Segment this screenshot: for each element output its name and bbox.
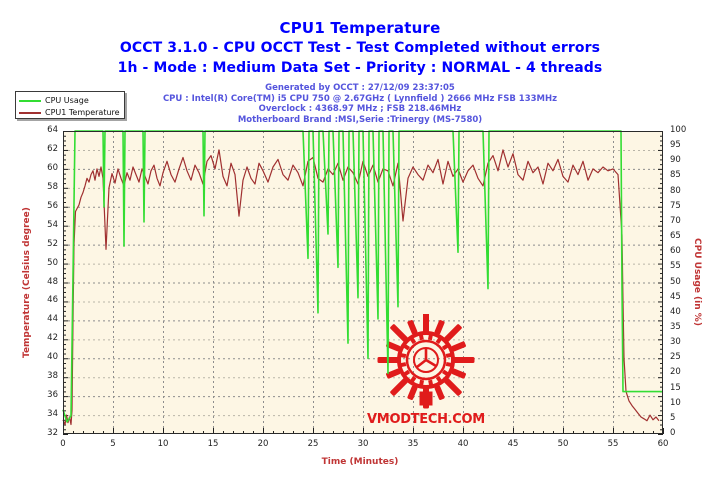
generated-timestamp: Generated by OCCT : 27/12/09 23:37:05 (265, 83, 455, 93)
x-tick-label: 5 (110, 439, 116, 449)
page-title: CPU1 Temperature (279, 19, 441, 37)
y-tick-label: 44 (47, 314, 58, 325)
x-tick-label: 55 (607, 439, 619, 449)
y-tick-label: 36 (47, 390, 58, 401)
title-line-3: 1h - Mode : Medium Data Set - Priority :… (117, 60, 603, 76)
title-line-2: OCCT 3.1.0 - CPU OCCT Test - Test Comple… (119, 40, 601, 56)
y2-tick-label: 45 (670, 291, 681, 302)
y2-tick-label: 80 (670, 185, 681, 196)
y2-tick-label: 25 (670, 352, 681, 363)
y2-tick-label: 0 (670, 428, 676, 438)
y-tick-label: 50 (47, 257, 58, 268)
y2-tick-label: 70 (670, 215, 681, 226)
chart-legend: CPU Usage CPU1 Temperature (15, 91, 125, 119)
y-tick-label: 34 (47, 409, 58, 420)
y-tick-label: 40 (47, 352, 58, 363)
motherboard-info: Motherboard Brand :MSI,Serie :Trinergy (… (237, 114, 483, 125)
y-tick-label: 42 (47, 333, 58, 344)
y-tick-label: 58 (47, 181, 58, 192)
y-tick-label: 52 (47, 238, 58, 249)
y2-tick-label: 100 (670, 125, 687, 135)
x-tick-label: 0 (60, 439, 66, 449)
y2-tick-label: 60 (670, 246, 681, 257)
x-tick-label: 15 (207, 439, 219, 449)
y-tick-label: 46 (47, 295, 58, 306)
y2-tick-label: 20 (670, 367, 681, 378)
x-tick-label: 40 (457, 439, 469, 449)
x-tick-label: 30 (357, 439, 369, 449)
y2-tick-label: 85 (670, 170, 681, 181)
legend-swatch-icon (19, 99, 41, 102)
x-tick-label: 45 (507, 439, 519, 449)
cpu-info: CPU : Intel(R) Core(TM) i5 CPU 750 @ 2.6… (162, 93, 558, 104)
y2-tick-label: 95 (670, 140, 681, 151)
y2-tick-label: 55 (670, 261, 681, 272)
chart-title-block: CPU1 Temperature OCCT 3.1.0 - CPU OCCT T… (0, 18, 720, 78)
legend-swatch-icon (19, 111, 41, 114)
x-tick-label: 35 (407, 439, 419, 449)
legend-item-cpu-temperature: CPU1 Temperature (19, 107, 121, 118)
x-tick-label: 20 (257, 439, 269, 449)
y2-tick-label: 5 (670, 412, 676, 423)
y-tick-label: 64 (47, 125, 58, 135)
overclock-info: Overclock : 4368.97 MHz ; FSB 218.46MHz (258, 104, 462, 114)
data-series (62, 130, 663, 426)
y2-tick-label: 90 (670, 155, 681, 166)
y-tick-label: 56 (47, 200, 58, 211)
y-tick-label: 60 (47, 162, 58, 173)
legend-label-cpu-usage: CPU Usage (45, 96, 89, 105)
x-tick-label: 60 (657, 439, 669, 449)
x-tick-label: 10 (157, 439, 169, 449)
y2-tick-label: 10 (670, 397, 681, 408)
y2-tick-label: 30 (670, 337, 681, 348)
y2-tick-label: 65 (670, 231, 681, 242)
plot-area: VMODTECH.COM (62, 130, 664, 435)
y2-tick-label: 50 (670, 276, 681, 287)
legend-label-cpu-temperature: CPU1 Temperature (45, 108, 120, 117)
y-tick-label: 48 (47, 276, 58, 287)
y2-tick-label: 35 (670, 321, 681, 332)
x-tick-label: 50 (557, 439, 569, 449)
legend-item-cpu-usage: CPU Usage (19, 95, 121, 106)
y2-tick-label: 75 (670, 200, 681, 211)
y2-tick-label: 40 (670, 306, 681, 317)
x-tick-label: 25 (307, 439, 319, 449)
x-axis-title: Time (Minutes) (321, 457, 399, 467)
system-info-block: Generated by OCCT : 27/12/09 23:37:05 CP… (0, 83, 720, 125)
y-tick-label: 32 (47, 428, 58, 438)
y-tick-label: 38 (47, 371, 58, 382)
y2-tick-label: 15 (670, 382, 681, 393)
y-tick-label: 62 (47, 143, 58, 154)
y-tick-label: 54 (47, 219, 58, 230)
